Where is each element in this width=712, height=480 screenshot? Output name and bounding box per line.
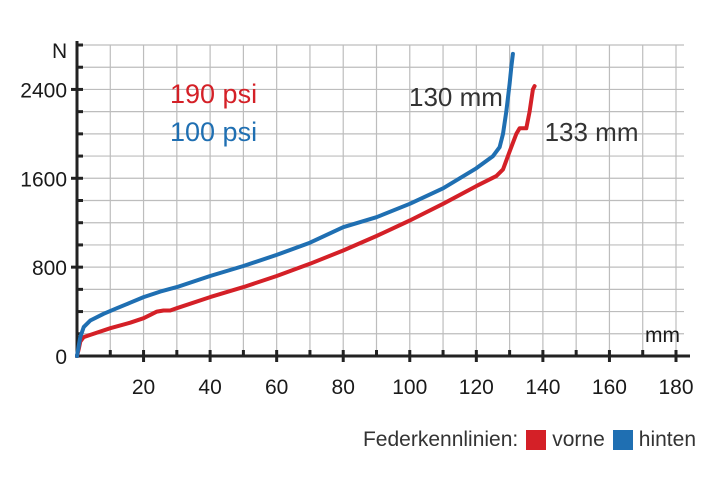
x-tick-label: 20 xyxy=(132,376,155,399)
x-tick-label: 60 xyxy=(265,376,288,399)
legend-label-vorne: vorne xyxy=(552,428,605,451)
y-tick-label: 0 xyxy=(55,346,67,369)
series-line-vorne xyxy=(75,84,537,358)
x-tick-label: 160 xyxy=(592,376,627,399)
grid xyxy=(77,44,684,356)
y-tick-label: 2400 xyxy=(20,79,67,102)
axes xyxy=(71,41,690,362)
series-line-hinten xyxy=(75,51,515,358)
pressure-label-hinten: 100 psi xyxy=(170,117,257,147)
y-axis-label: N xyxy=(52,40,67,63)
legend-label-hinten: hinten xyxy=(638,428,696,451)
y-tick-label: 1600 xyxy=(20,168,67,191)
x-tick-label: 100 xyxy=(392,376,427,399)
annotations: 190 psi 100 psi 130 mm 133 mm xyxy=(170,79,638,147)
legend-swatch-vorne xyxy=(526,430,547,450)
series-lines xyxy=(75,51,537,358)
x-tick-label: 80 xyxy=(332,376,355,399)
x-axis-label: mm xyxy=(645,324,680,347)
x-tick-labels: 20 40 60 80 100 120 140 160 180 xyxy=(132,376,694,399)
pressure-label-vorne: 190 psi xyxy=(170,79,257,109)
legend-swatch-hinten xyxy=(612,430,633,450)
legend: Federkennlinien: vorne hinten xyxy=(363,428,696,452)
x-tick-label: 140 xyxy=(525,376,560,399)
legend-title: Federkennlinien: xyxy=(362,428,519,451)
x-tick-label: 40 xyxy=(198,376,221,399)
x-tick-label: 180 xyxy=(658,376,693,399)
y-tick-labels: 0 800 1600 2400 xyxy=(20,79,67,369)
y-tick-label: 800 xyxy=(32,257,67,280)
end-label-vorne: 133 mm xyxy=(545,117,639,147)
x-tick-label: 120 xyxy=(459,376,494,399)
end-label-hinten: 130 mm xyxy=(409,82,503,112)
